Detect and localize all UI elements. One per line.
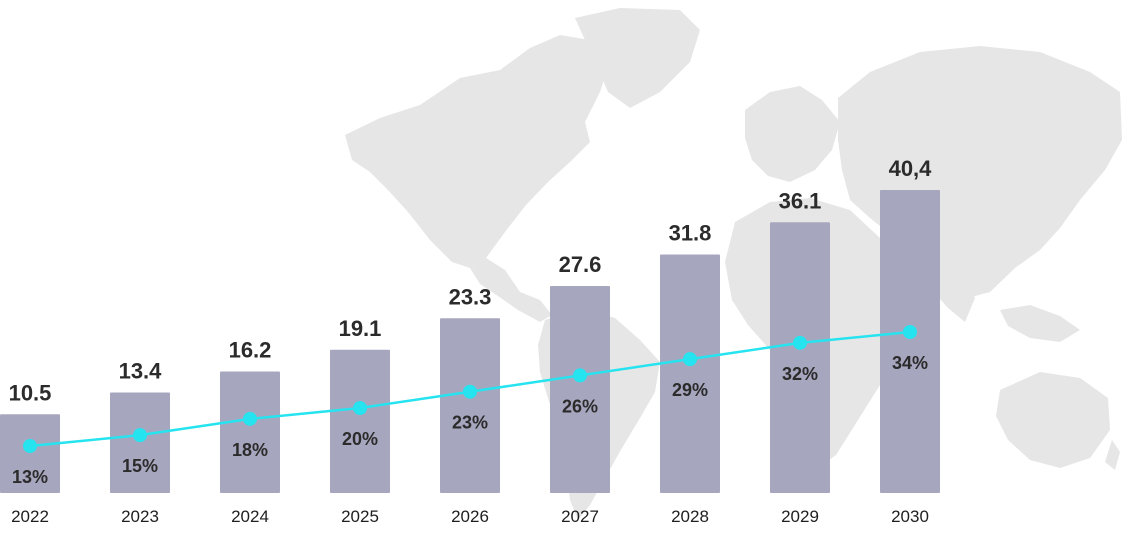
bars-layer [0,190,940,493]
pct-label-2030: 34% [892,353,928,373]
world-map-region [996,372,1110,468]
world-map-region [1000,305,1080,342]
pct-label-2025: 20% [342,429,378,449]
value-label-2030: 40,4 [889,156,933,181]
x-tick-label-2022: 2022 [11,507,49,526]
value-label-2023: 13.4 [119,359,163,384]
bar-2029 [770,222,830,493]
line-point-2024 [243,411,257,426]
x-tick-label-2024: 2024 [231,507,269,526]
x-tick-label-2028: 2028 [671,507,709,526]
value-label-2027: 27.6 [559,252,602,277]
pct-label-2027: 26% [562,396,598,416]
bar-2022 [0,414,60,493]
line-point-2029 [793,335,807,350]
bar-2027 [550,286,610,493]
x-tick-label-2030: 2030 [891,507,929,526]
bar-2030 [880,190,940,493]
value-label-2026: 23.3 [449,284,492,309]
x-tick-label-2025: 2025 [341,507,379,526]
bar-2025 [330,349,390,493]
value-label-2022: 10.5 [9,380,52,405]
line-point-2030 [903,325,917,339]
value-label-2029: 36.1 [779,188,822,213]
world-map-region [345,35,610,268]
pct-label-2026: 23% [452,413,488,433]
line-point-2027 [573,368,587,383]
line-point-2022 [23,439,37,453]
x-tick-label-2027: 2027 [561,507,599,526]
labels-layer: 10.5 2022 13.4 2023 16.2 2024 19.1 2025 23.3 2026… [9,156,933,526]
line-point-2026 [463,384,477,399]
value-label-2025: 19.1 [339,316,382,341]
line-point-2023 [133,428,147,443]
bar-2026 [440,318,500,493]
world-map-region [470,258,552,322]
pct-label-2029: 32% [782,364,818,384]
line-layer [23,325,917,453]
pct-label-2028: 29% [672,380,708,400]
bar-2028 [660,254,720,493]
x-tick-label-2023: 2023 [121,507,159,526]
pct-label-2024: 18% [232,440,268,460]
world-map-region [575,8,700,108]
value-label-2028: 31.8 [669,221,712,246]
line-point-2025 [353,401,367,415]
bar-2023 [110,392,170,493]
pct-label-2022: 13% [12,467,48,487]
pct-label-2023: 15% [122,456,158,476]
x-tick-label-2029: 2029 [781,507,819,526]
x-tick-label-2026: 2026 [451,507,489,526]
bar-2024 [220,371,280,493]
world-map-region [1105,440,1120,470]
value-label-2024: 16.2 [229,338,272,363]
line-point-2028 [683,352,697,367]
world-map-region [745,86,840,182]
